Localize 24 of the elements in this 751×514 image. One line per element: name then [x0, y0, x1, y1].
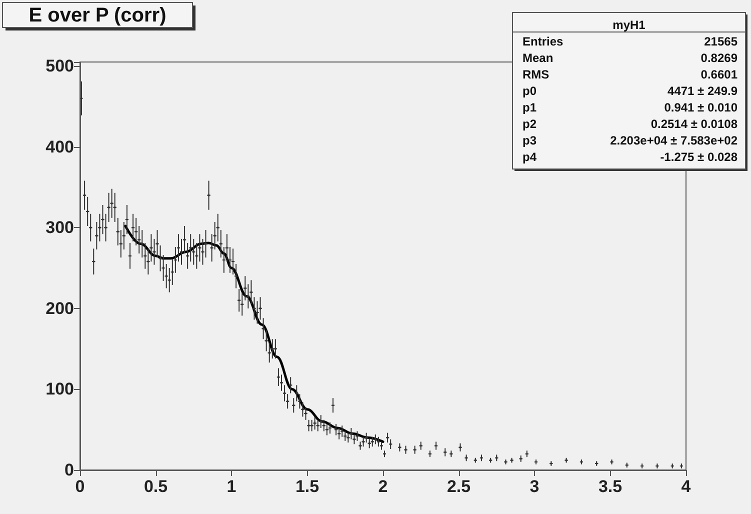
- text: RMS 0.6601: [522, 67, 738, 82]
- text: myH1: [612, 18, 646, 32]
- y-tick-label: 200: [46, 298, 74, 318]
- text: p4 -1.275 ± 0.028: [522, 150, 738, 164]
- x-tick-label: 1.5: [295, 477, 320, 496]
- chart-title: E over P (corr): [28, 4, 166, 26]
- x-tick-label: 3.5: [598, 477, 622, 496]
- x-tick-label: 2: [378, 477, 388, 496]
- text: p0 4471 ± 249.9: [522, 84, 738, 98]
- x-tick-label: 1: [226, 477, 236, 496]
- x-tick-label: 0.5: [144, 477, 168, 496]
- y-tick-label: 400: [46, 137, 74, 156]
- text: Mean 0.8269: [522, 50, 738, 65]
- x-tick-label: 3: [530, 477, 540, 496]
- text: p3 2.203e+04 ± 7.583e+02: [522, 133, 738, 148]
- y-tick-label: 0: [64, 460, 74, 480]
- x-tick-label: 4: [681, 477, 692, 496]
- y-tick-label: 500: [46, 56, 74, 76]
- text: p2 0.2514 ± 0.0108: [522, 116, 738, 131]
- text: Entries 21565: [522, 34, 738, 48]
- x-tick-label: 2.5: [446, 477, 471, 496]
- y-tick-label: 300: [46, 218, 74, 238]
- y-tick-label: 100: [46, 380, 74, 399]
- text: p1 0.941 ± 0.010: [522, 100, 738, 114]
